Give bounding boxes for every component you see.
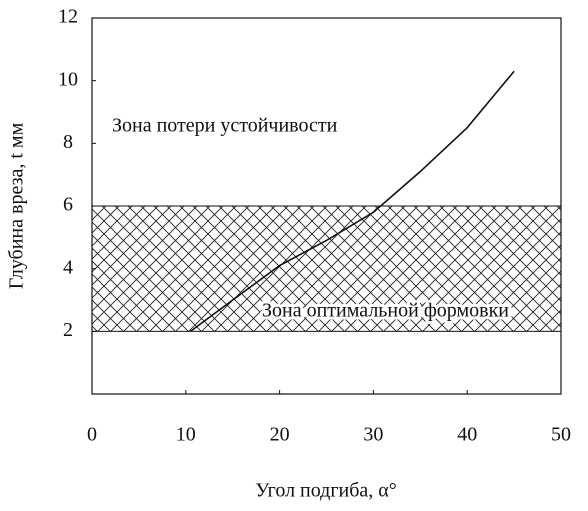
annotation: Зона потери устойчивости xyxy=(112,115,338,137)
y-tick-label: 4 xyxy=(63,256,73,278)
y-tick-label: 10 xyxy=(58,68,78,90)
y-tick-label: 12 xyxy=(58,6,78,28)
x-tick-label: 10 xyxy=(176,424,196,446)
x-tick-label: 30 xyxy=(363,424,383,446)
x-tick-label: 20 xyxy=(270,424,290,446)
x-tick-label: 50 xyxy=(551,424,571,446)
x-tick-label: 40 xyxy=(457,424,477,446)
y-tick-label: 8 xyxy=(63,131,73,153)
y-tick-label: 2 xyxy=(63,319,73,341)
y-tick-label: 6 xyxy=(63,194,73,216)
annotation: Зона оптимальной формовки xyxy=(262,300,509,322)
x-tick-label: 0 xyxy=(87,424,97,446)
y-axis-label: Глубина вреза, t мм xyxy=(6,122,28,289)
optimal-zone xyxy=(91,205,562,332)
curve xyxy=(190,70,515,332)
x-axis-label: Угол подгиба, α° xyxy=(255,480,397,502)
